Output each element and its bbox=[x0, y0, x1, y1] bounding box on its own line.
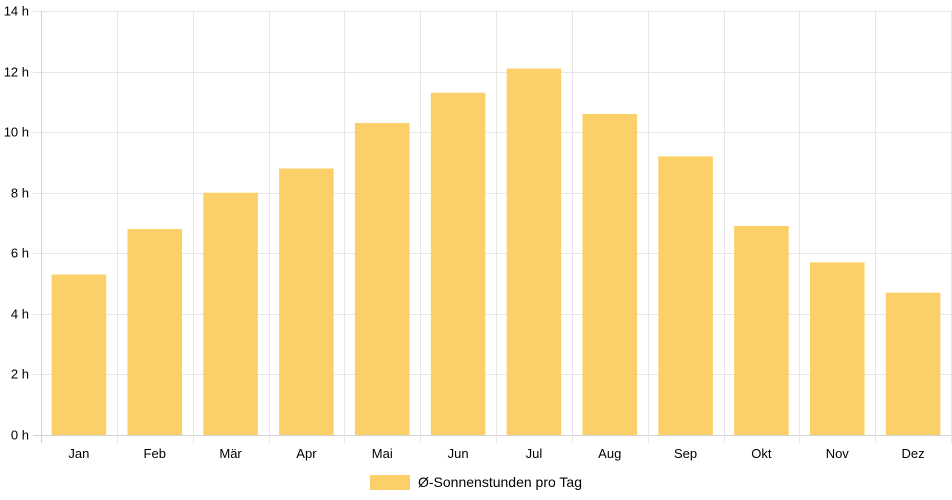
bars bbox=[51, 68, 941, 436]
bar-jan[interactable] bbox=[51, 274, 107, 435]
legend-label[interactable]: Ø-Sonnenstunden pro Tag bbox=[418, 474, 582, 490]
x-tick-label: Jul bbox=[526, 446, 543, 461]
bar-jul[interactable] bbox=[506, 68, 562, 436]
bar-nov[interactable] bbox=[809, 262, 865, 435]
x-tick-label: Mär bbox=[219, 446, 242, 461]
axes: 0 h 2 h 4 h 6 h 8 h 10 h 12 h 14 h Jan Feb Mär Apr M… bbox=[4, 4, 925, 462]
bar-feb[interactable] bbox=[127, 229, 183, 435]
bar-mär[interactable] bbox=[203, 192, 258, 435]
x-tick-label: Sep bbox=[674, 446, 697, 461]
x-tick-label: Jan bbox=[68, 446, 89, 461]
bar-mai[interactable] bbox=[354, 123, 410, 436]
y-tick-label: 6 h bbox=[11, 246, 29, 261]
y-tick-label: 4 h bbox=[11, 307, 29, 322]
bar-dez[interactable] bbox=[885, 292, 941, 435]
bar-aug[interactable] bbox=[582, 113, 638, 435]
x-tick-label: Dez bbox=[902, 446, 925, 461]
bar-apr[interactable] bbox=[279, 168, 334, 435]
x-tick-label: Okt bbox=[751, 446, 772, 461]
bar-okt[interactable] bbox=[734, 226, 789, 435]
x-tick-label: Feb bbox=[144, 446, 166, 461]
y-tick-label: 10 h bbox=[4, 125, 29, 140]
y-tick-label: 12 h bbox=[4, 65, 29, 80]
x-tick-label: Mai bbox=[372, 446, 393, 461]
legend-swatch[interactable] bbox=[370, 475, 410, 490]
grid-lines bbox=[33, 11, 952, 443]
y-tick-label: 8 h bbox=[11, 186, 29, 201]
bar-sep[interactable] bbox=[658, 156, 713, 435]
legend[interactable]: Ø-Sonnenstunden pro Tag bbox=[370, 474, 582, 490]
x-tick-label: Apr bbox=[296, 446, 317, 461]
y-tick-label: 2 h bbox=[11, 367, 29, 382]
y-tick-label: 14 h bbox=[4, 4, 29, 19]
y-tick-label: 0 h bbox=[11, 428, 29, 443]
x-tick-label: Aug bbox=[598, 446, 621, 461]
bar-jun[interactable] bbox=[430, 92, 486, 436]
x-tick-label: Jun bbox=[448, 446, 469, 461]
x-tick-label: Nov bbox=[826, 446, 850, 461]
